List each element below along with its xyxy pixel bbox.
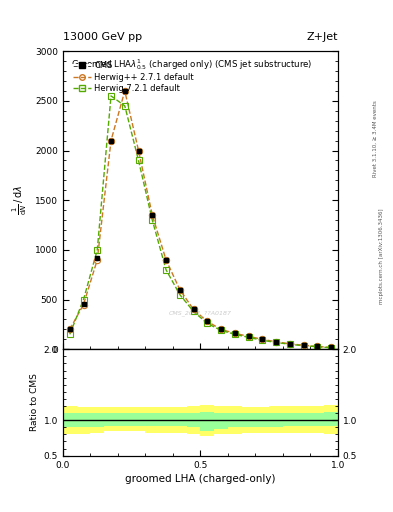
CMS	[219, 326, 223, 332]
Herwig 7.2.1 default	[260, 337, 265, 344]
Herwig++ 2.7.1 default	[219, 326, 223, 332]
Y-axis label: $\frac{1}{\mathrm{d}N}\,/\,\mathrm{d}\lambda$: $\frac{1}{\mathrm{d}N}\,/\,\mathrm{d}\la…	[11, 185, 29, 215]
Y-axis label: Ratio to CMS: Ratio to CMS	[31, 374, 39, 432]
CMS	[288, 340, 292, 347]
Herwig 7.2.1 default	[95, 247, 100, 253]
CMS	[68, 326, 72, 332]
CMS	[164, 257, 169, 263]
Line: Herwig 7.2.1 default: Herwig 7.2.1 default	[67, 93, 334, 351]
Herwig 7.2.1 default	[315, 344, 320, 350]
Herwig 7.2.1 default	[150, 217, 155, 223]
Herwig 7.2.1 default	[329, 345, 334, 351]
Herwig 7.2.1 default	[136, 157, 141, 163]
CMS	[301, 342, 306, 348]
Text: CMS_2021_??A0187: CMS_2021_??A0187	[169, 311, 232, 316]
Herwig 7.2.1 default	[178, 291, 182, 297]
Herwig++ 2.7.1 default	[274, 339, 279, 345]
Line: Herwig++ 2.7.1 default: Herwig++ 2.7.1 default	[67, 88, 334, 351]
CMS	[329, 345, 334, 351]
Text: Groomed LHA$\lambda^{1}_{0.5}$ (charged only) (CMS jet substructure): Groomed LHA$\lambda^{1}_{0.5}$ (charged …	[71, 57, 313, 72]
Herwig 7.2.1 default	[108, 93, 114, 99]
Herwig 7.2.1 default	[233, 331, 237, 337]
CMS	[108, 138, 114, 144]
Herwig++ 2.7.1 default	[178, 287, 182, 293]
CMS	[274, 339, 279, 345]
CMS	[315, 344, 320, 350]
Herwig 7.2.1 default	[274, 339, 279, 346]
Herwig++ 2.7.1 default	[95, 257, 100, 263]
CMS	[178, 287, 182, 293]
Line: CMS: CMS	[67, 89, 334, 350]
Herwig++ 2.7.1 default	[315, 344, 320, 350]
CMS	[136, 147, 141, 154]
Legend: CMS, Herwig++ 2.7.1 default, Herwig 7.2.1 default: CMS, Herwig++ 2.7.1 default, Herwig 7.2.…	[73, 61, 194, 93]
Herwig++ 2.7.1 default	[246, 333, 251, 339]
Herwig++ 2.7.1 default	[205, 318, 210, 325]
Herwig++ 2.7.1 default	[191, 306, 196, 312]
Text: Rivet 3.1.10, ≥ 3.4M events: Rivet 3.1.10, ≥ 3.4M events	[373, 100, 378, 177]
Herwig 7.2.1 default	[288, 341, 292, 347]
Herwig++ 2.7.1 default	[68, 326, 72, 332]
CMS	[81, 301, 86, 307]
CMS	[260, 336, 265, 343]
Text: Z+Jet: Z+Jet	[307, 32, 338, 42]
Herwig 7.2.1 default	[81, 296, 86, 303]
Herwig 7.2.1 default	[68, 331, 72, 337]
Herwig++ 2.7.1 default	[150, 212, 155, 218]
Herwig++ 2.7.1 default	[301, 342, 306, 348]
CMS	[150, 212, 155, 218]
Herwig++ 2.7.1 default	[108, 138, 114, 144]
Herwig++ 2.7.1 default	[260, 336, 265, 343]
Herwig++ 2.7.1 default	[164, 257, 169, 263]
Herwig++ 2.7.1 default	[123, 88, 127, 94]
Herwig 7.2.1 default	[164, 267, 169, 273]
CMS	[191, 306, 196, 312]
Herwig++ 2.7.1 default	[81, 302, 86, 308]
CMS	[123, 88, 127, 94]
Herwig 7.2.1 default	[205, 321, 210, 327]
CMS	[205, 318, 210, 325]
Herwig++ 2.7.1 default	[233, 330, 237, 336]
Text: mcplots.cern.ch [arXiv:1306.3436]: mcplots.cern.ch [arXiv:1306.3436]	[379, 208, 384, 304]
CMS	[95, 255, 100, 261]
CMS	[246, 333, 251, 339]
X-axis label: groomed LHA (charged-only): groomed LHA (charged-only)	[125, 474, 275, 484]
CMS	[233, 330, 237, 336]
Herwig 7.2.1 default	[301, 343, 306, 349]
Herwig++ 2.7.1 default	[329, 345, 334, 351]
Herwig 7.2.1 default	[246, 334, 251, 340]
Herwig 7.2.1 default	[219, 327, 223, 333]
Herwig 7.2.1 default	[191, 308, 196, 314]
Herwig++ 2.7.1 default	[136, 147, 141, 154]
Herwig++ 2.7.1 default	[288, 340, 292, 347]
Text: 13000 GeV pp: 13000 GeV pp	[63, 32, 142, 42]
Herwig 7.2.1 default	[123, 103, 127, 109]
